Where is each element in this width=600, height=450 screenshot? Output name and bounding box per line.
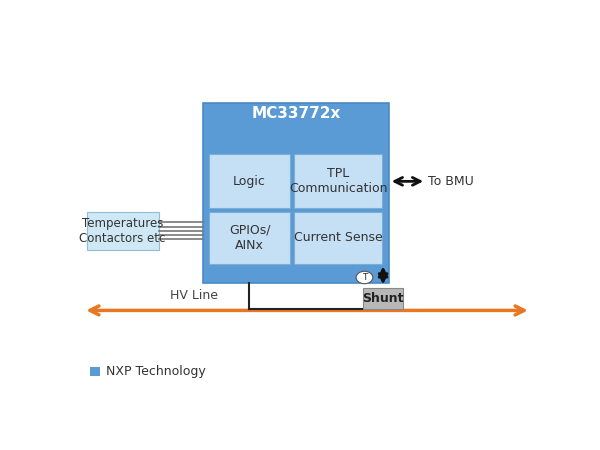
Bar (209, 212, 290, 264)
Bar (295, 154, 382, 208)
Text: Temperatures
Contactors etc: Temperatures Contactors etc (79, 217, 166, 245)
Bar (90, 367, 100, 376)
Text: TPL
Communication: TPL Communication (289, 167, 388, 195)
Text: To BMU: To BMU (428, 175, 474, 188)
Text: MC33772x: MC33772x (251, 106, 341, 121)
Bar (364, 288, 403, 309)
Text: NXP Technology: NXP Technology (106, 365, 205, 378)
Text: Shunt: Shunt (362, 292, 404, 305)
Bar (209, 154, 290, 208)
Bar (86, 212, 158, 250)
Bar (203, 103, 389, 283)
Text: T: T (362, 273, 367, 282)
Text: Logic: Logic (233, 175, 266, 188)
Text: GPIOs/
AINx: GPIOs/ AINx (229, 224, 271, 252)
Text: Current Sense: Current Sense (294, 231, 383, 244)
Text: HV Line: HV Line (170, 289, 218, 302)
Circle shape (356, 271, 373, 284)
Bar (295, 212, 382, 264)
